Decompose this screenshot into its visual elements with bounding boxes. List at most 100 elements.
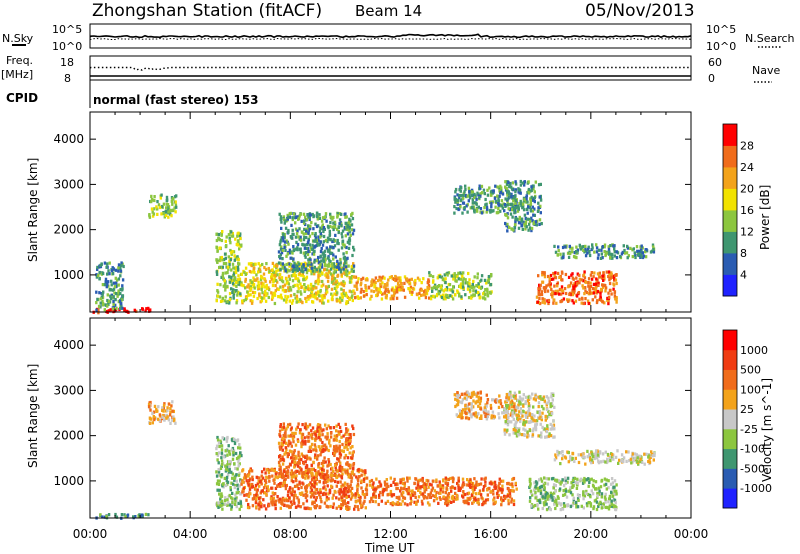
echo-cell	[147, 405, 151, 409]
echo-cell	[380, 499, 383, 503]
echo-cell	[217, 501, 220, 505]
echo-cell	[284, 248, 287, 252]
echo-cell	[298, 271, 301, 275]
echo-cell	[569, 281, 573, 285]
echo-cell	[480, 278, 483, 282]
echo-cell	[325, 472, 329, 476]
echo-cell	[459, 412, 462, 416]
echo-cell	[229, 248, 232, 253]
echo-cell	[292, 475, 295, 479]
echo-cell	[370, 294, 373, 298]
echo-cell	[453, 205, 456, 209]
echo-cell	[314, 437, 317, 441]
echo-cell	[332, 282, 335, 286]
echo-cell	[521, 206, 524, 210]
nave-trace	[89, 66, 691, 71]
echo-cell	[441, 486, 445, 490]
echo-cell	[538, 301, 542, 306]
echo-cell	[279, 240, 282, 244]
echo-cell	[314, 432, 317, 436]
echo-cell	[105, 265, 108, 269]
echo-cell	[344, 441, 347, 445]
echo-cell	[476, 483, 479, 487]
echo-cell	[238, 279, 242, 283]
echo-cell	[436, 276, 439, 280]
echo-cell	[484, 476, 487, 480]
echo-cell	[512, 428, 515, 432]
echo-cell	[100, 272, 104, 276]
echo-cell	[317, 276, 320, 280]
echo-cell	[215, 474, 219, 478]
echo-cell	[312, 476, 316, 480]
echo-cell	[542, 407, 545, 411]
echo-cell	[286, 452, 289, 456]
echo-cell	[272, 278, 276, 282]
echo-cell	[305, 427, 308, 431]
echo-cell	[349, 446, 352, 450]
echo-cell	[486, 398, 490, 402]
echo-cell	[517, 226, 521, 230]
echo-cell	[253, 291, 257, 295]
echo-cell	[471, 484, 475, 488]
echo-cell	[512, 502, 516, 507]
echo-cell	[244, 279, 247, 283]
colorbar-segment	[723, 188, 737, 211]
echo-cell	[527, 402, 531, 406]
echo-cell	[231, 457, 235, 461]
echo-cell	[239, 480, 243, 484]
echo-cell	[250, 264, 253, 268]
echo-cell	[220, 475, 223, 479]
echo-cell	[350, 264, 354, 269]
echo-cell	[309, 457, 312, 461]
echo-cell	[289, 456, 293, 460]
echo-cell	[486, 287, 489, 291]
echo-cell	[322, 226, 326, 230]
echo-cell	[361, 490, 364, 494]
echo-cell	[285, 504, 289, 508]
echo-cell	[327, 460, 331, 464]
echo-cell	[277, 498, 280, 502]
echo-cell	[375, 286, 378, 291]
echo-cell	[420, 281, 423, 285]
echo-cell	[351, 456, 354, 460]
echo-cell	[167, 205, 171, 209]
echo-cell	[430, 286, 434, 290]
echo-cell	[350, 290, 353, 294]
echo-cell	[454, 197, 458, 201]
echo-cell	[588, 253, 592, 258]
echo-cell	[273, 500, 276, 504]
echo-cell	[537, 290, 540, 295]
echo-cell	[503, 494, 506, 498]
echo-cell	[359, 496, 362, 500]
echo-cell	[263, 285, 266, 289]
echo-cell	[550, 287, 553, 292]
echo-cell	[335, 265, 339, 269]
echo-cell	[470, 294, 473, 298]
echo-cell	[575, 245, 578, 249]
echo-cell	[365, 483, 369, 487]
echo-cell	[418, 278, 421, 282]
echo-cell	[475, 197, 478, 201]
echo-cell	[361, 469, 364, 473]
echo-cell	[227, 503, 230, 507]
echo-cell	[552, 423, 556, 427]
echo-cell	[152, 415, 155, 419]
echo-cell	[355, 475, 358, 479]
echo-cell	[235, 280, 238, 285]
echo-cell	[529, 200, 532, 204]
echo-cell	[238, 462, 241, 466]
echo-cell	[223, 279, 226, 283]
echo-cell	[381, 493, 384, 497]
echo-cell	[537, 287, 540, 291]
echo-cell	[520, 433, 524, 437]
echo-cell	[582, 248, 585, 252]
echo-cell	[219, 439, 222, 443]
echo-cell	[295, 300, 298, 304]
echo-cell	[530, 185, 533, 189]
echo-cell	[332, 221, 335, 225]
echo-cell	[303, 426, 307, 430]
echo-cell	[520, 219, 523, 223]
echo-cell	[247, 262, 251, 266]
echo-cell	[490, 414, 493, 418]
echo-cell	[332, 227, 335, 232]
